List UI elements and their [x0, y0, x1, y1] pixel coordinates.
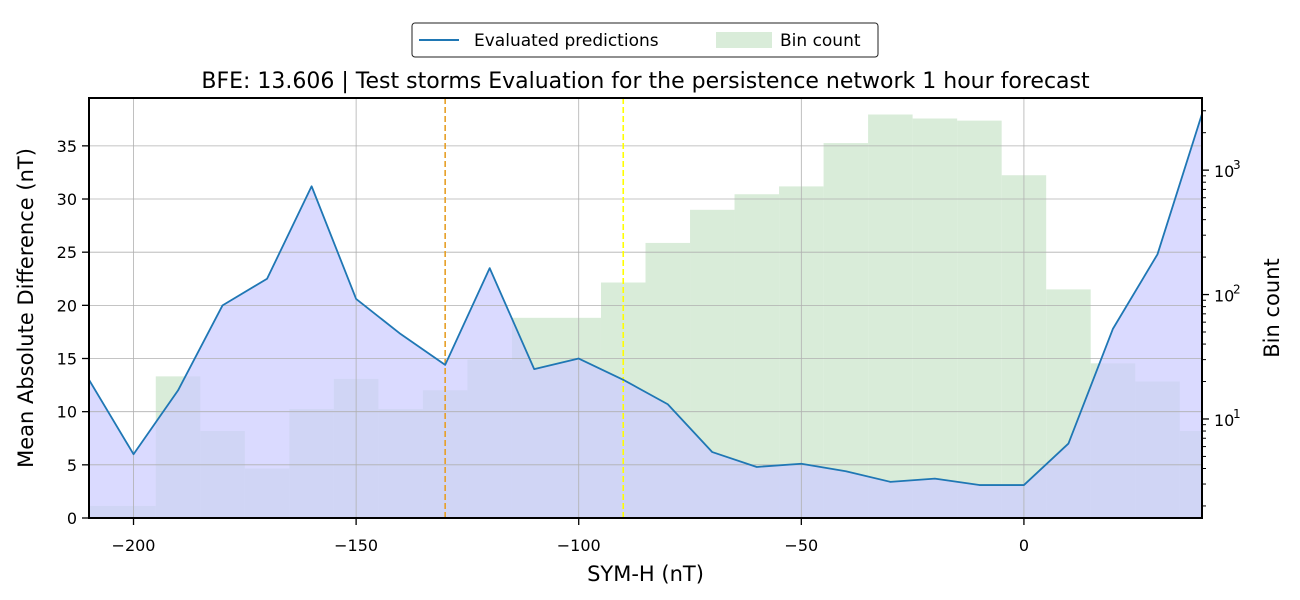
y-axis-label: Mean Absolute Difference (nT)	[14, 148, 38, 468]
y-tick-label: 30	[57, 190, 77, 209]
legend-frame	[411, 22, 879, 58]
x-axis: −200 −150 −100 −50 0	[112, 518, 1029, 555]
grid	[89, 98, 1202, 519]
y-tick-label: 15	[57, 350, 77, 369]
predictions-area	[89, 113, 1202, 518]
y-tick-label: 5	[67, 456, 77, 475]
y2-tick-label: 10	[1214, 411, 1234, 430]
predictions-line-group	[88, 113, 1203, 486]
y-axis: 0 5 10 15 20 25 30 35	[57, 137, 89, 528]
vertical-markers	[444, 98, 625, 518]
bin-count-bar	[823, 143, 869, 518]
legend-bar-swatch	[716, 32, 772, 48]
x-tick-label: −150	[334, 536, 378, 555]
y2-tick-exponent: 3	[1233, 158, 1241, 172]
bin-count-bar	[957, 120, 1002, 519]
plot-frame	[88, 97, 1203, 519]
x-tick-label: −50	[784, 536, 818, 555]
y2-tick-label: 10	[1214, 162, 1234, 181]
y2-tick-label: 10	[1214, 287, 1234, 306]
bin-count-bar	[912, 118, 958, 519]
bin-count-bar	[868, 114, 913, 518]
y-tick-label: 10	[57, 403, 77, 422]
x-tick-label: 0	[1019, 536, 1029, 555]
predictions-fill	[89, 113, 1202, 518]
y2-tick-exponent: 2	[1233, 283, 1241, 297]
x-axis-label: SYM-H (nT)	[587, 562, 704, 586]
legend-bar-label: Bin count	[780, 31, 861, 51]
y2-tick-exponent: 1	[1233, 407, 1241, 421]
chart-title: BFE: 13.606 | Test storms Evaluation for…	[201, 69, 1090, 94]
legend: Evaluated predictions Bin count	[411, 22, 879, 58]
legend-line-label: Evaluated predictions	[474, 31, 659, 51]
y-tick-label: 0	[67, 509, 77, 528]
y-tick-label: 25	[57, 243, 77, 262]
y-tick-label: 20	[57, 296, 77, 315]
x-tick-label: −200	[112, 536, 156, 555]
predictions-line	[88, 113, 1203, 486]
y-tick-label: 35	[57, 137, 77, 156]
y2-axis-label: Bin count	[1260, 258, 1284, 357]
x-tick-label: −100	[557, 536, 601, 555]
